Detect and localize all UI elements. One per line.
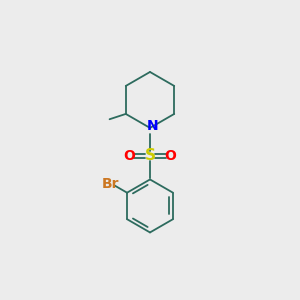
Text: S: S xyxy=(145,148,155,164)
Text: Br: Br xyxy=(101,177,119,191)
Text: O: O xyxy=(124,149,135,163)
Text: N: N xyxy=(146,119,158,134)
Text: O: O xyxy=(165,149,176,163)
